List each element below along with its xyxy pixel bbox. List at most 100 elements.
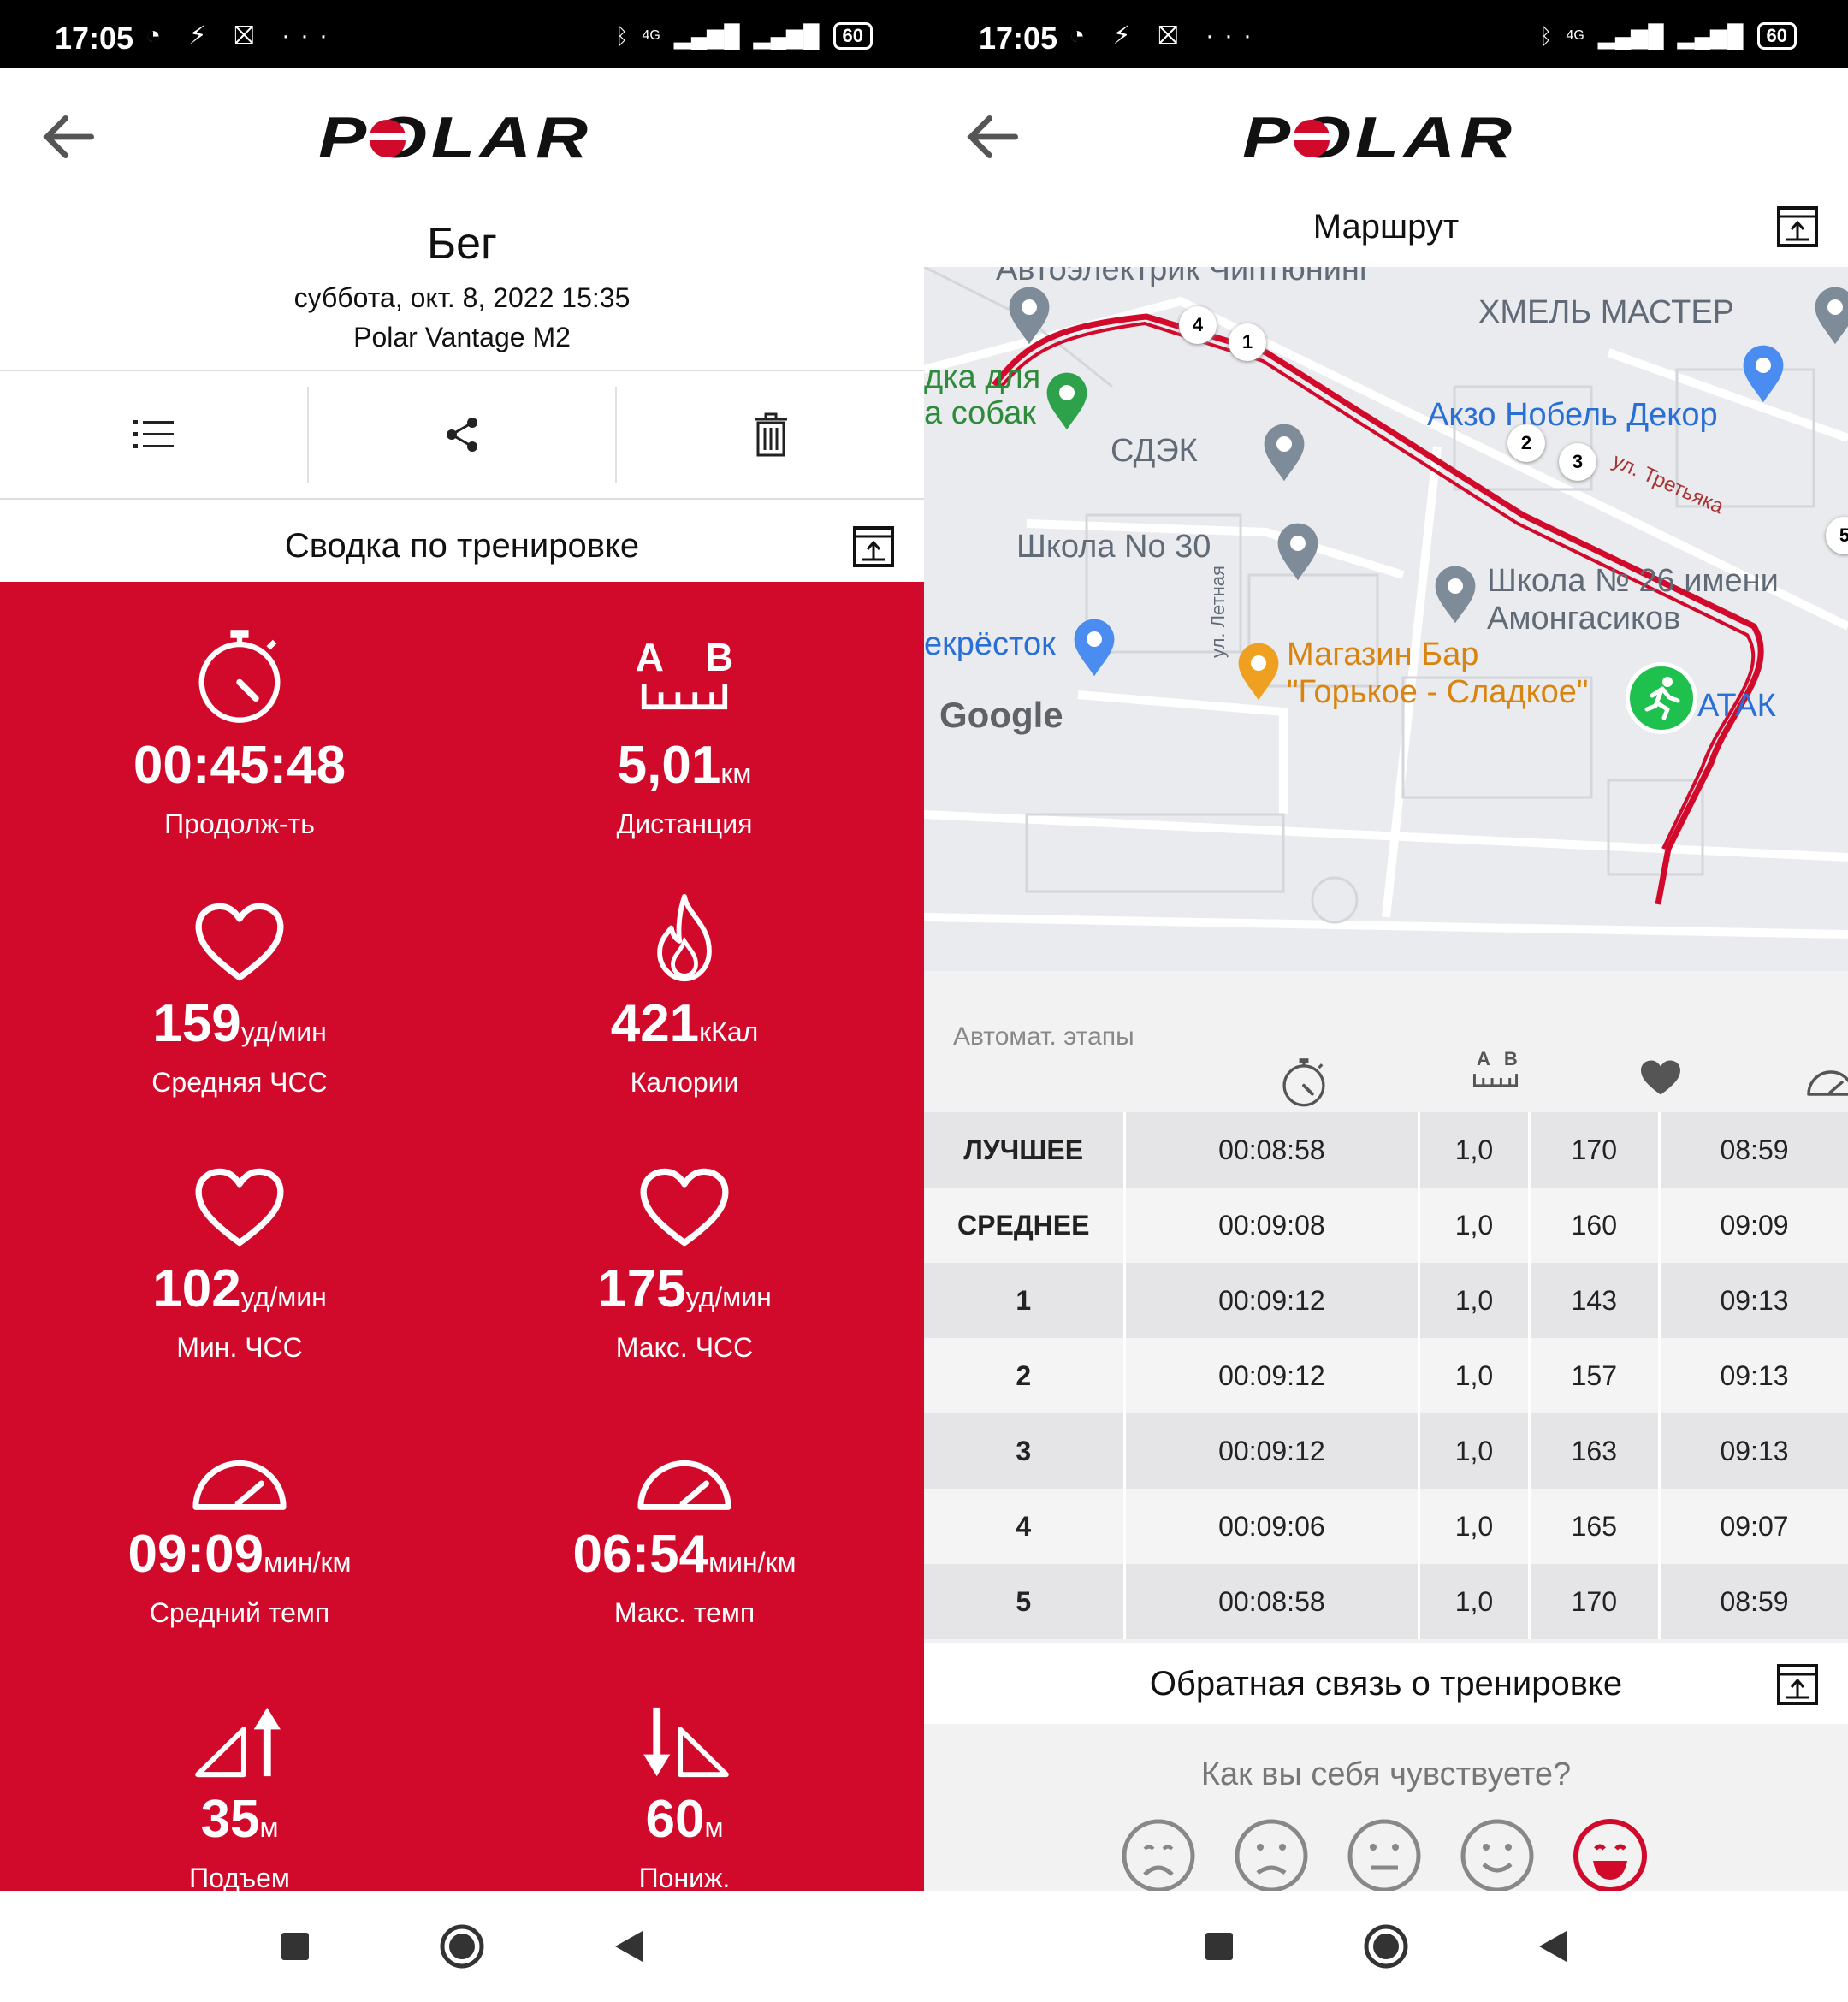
summary-panel: 00:45:48 Продолж-ть AB 5,01км Дистанция … (0, 582, 924, 1894)
stat-avg-pace: 09:09мин/км Средний темп (9, 1429, 471, 1629)
stat-value: 09:09мин/км (9, 1523, 471, 1594)
collapse-icon[interactable] (852, 525, 895, 568)
system-nav-bar (0, 1891, 924, 2002)
stat-label: Макс. темп (613, 1597, 755, 1628)
stat-distance: AB 5,01км Дистанция (453, 623, 915, 840)
collapse-icon[interactable] (1776, 1663, 1819, 1706)
happy-face-icon[interactable] (1460, 1818, 1535, 1893)
back-triangle-icon[interactable] (613, 1929, 644, 1964)
laps-title: Автомат. этапы (953, 1022, 1134, 1051)
stat-unit: м (259, 1812, 279, 1843)
back-arrow-icon[interactable] (958, 103, 1027, 171)
shopping-pin-icon[interactable] (1740, 342, 1786, 404)
map-pin-icon[interactable] (1261, 421, 1307, 483)
ruler-icon (1472, 1070, 1519, 1089)
details-button[interactable] (0, 387, 309, 483)
back-triangle-icon[interactable] (1537, 1929, 1568, 1964)
speedometer-icon (634, 1446, 735, 1514)
laps-panel: Автомат. этапы AB ЛУЧШЕЕ 00:08:58 1,0 170 08… (924, 971, 1848, 1643)
status-right: ᛒ 4G ▂▄▆█ ▂▄▆█ 60 (615, 22, 873, 50)
polar-logo: POLAR (1242, 108, 1513, 168)
stat-unit: мин/км (264, 1547, 352, 1578)
start-runner-icon[interactable] (1626, 662, 1697, 734)
laps-header-icons: AB (924, 1048, 1848, 1142)
km-marker-3[interactable]: 3 (1559, 443, 1596, 481)
stat-descent: 60м Пониж. (453, 1694, 915, 1894)
training-date: суббота, окт. 8, 2022 15:35 (293, 282, 631, 313)
lap-cell-dist: 1,0 (1419, 1413, 1531, 1489)
route-section-header[interactable]: Маршрут (924, 187, 1848, 267)
stat-number: 60 (645, 1790, 705, 1849)
bluetooth-icon: ᛒ (1538, 22, 1553, 49)
school-pin-icon[interactable] (1432, 563, 1478, 625)
stat-avg-hr: 159уд/мин Средняя ЧСС (9, 898, 471, 1099)
distance-ab-icon: AB (636, 636, 774, 678)
route-map[interactable]: Автоэлектрик Чиптюнинг ХМЕЛЬ МАСТЕР дка … (924, 267, 1848, 971)
km-marker-4[interactable]: 4 (1179, 306, 1217, 344)
bluetooth-icon: ᛒ (614, 22, 629, 49)
lap-cell-time: 00:08:58 (1124, 1564, 1421, 1639)
very-sad-face-icon[interactable] (1121, 1818, 1196, 1893)
stat-value: 60м (453, 1788, 915, 1859)
stat-label: Макс. ЧСС (615, 1332, 754, 1363)
collapse-icon[interactable] (1776, 205, 1819, 248)
map-pin-icon[interactable] (1006, 284, 1052, 346)
km-marker-2[interactable]: 2 (1507, 424, 1545, 462)
summary-section-header[interactable]: Сводка по тренировке (0, 505, 924, 587)
stat-label: Мин. ЧСС (176, 1332, 303, 1363)
back-arrow-icon[interactable] (34, 103, 103, 171)
route-section-title: Маршрут (1312, 207, 1460, 246)
lap-row: 2 00:09:12 1,0 157 09:13 (924, 1338, 1848, 1413)
stat-label: Дистанция (616, 808, 753, 839)
signal-icon: ▂▄▆█ (673, 22, 740, 49)
stat-unit: уд/мин (685, 1282, 772, 1312)
stat-calories: 421кКал Калории (453, 898, 915, 1099)
lap-cell-pace: 08:59 (1659, 1112, 1848, 1188)
map-street-label: ул. Летная (1206, 566, 1229, 658)
lap-cell-dist: 1,0 (1419, 1263, 1531, 1338)
neutral-face-icon[interactable] (1347, 1818, 1422, 1893)
status-bar: 17:05 ◔ ⚡ ⛝ ··· ᛒ 4G ▂▄▆█ ▂▄▆█ 60 (0, 0, 924, 68)
km-marker-1[interactable]: 1 (1229, 323, 1266, 361)
stat-unit: кКал (699, 1016, 759, 1047)
lap-row: 3 00:09:12 1,0 163 09:13 (924, 1413, 1848, 1489)
distance-icon-b: B (705, 635, 775, 679)
distance-icon-b: B (1503, 1048, 1531, 1069)
very-happy-face-icon[interactable] (1573, 1818, 1648, 1893)
home-circle-icon[interactable] (439, 1923, 485, 1969)
stat-max-pace: 06:54мин/км Макс. темп (453, 1429, 915, 1629)
grocery-pin-icon[interactable] (1071, 616, 1117, 678)
recents-square-icon[interactable] (280, 1931, 311, 1962)
map-pin-icon[interactable] (1812, 284, 1848, 346)
lap-row: СРЕДНЕЕ 00:09:08 1,0 160 09:09 (924, 1188, 1848, 1263)
home-circle-icon[interactable] (1363, 1923, 1409, 1969)
recents-square-icon[interactable] (1204, 1931, 1235, 1962)
stat-number: 102 (152, 1259, 241, 1318)
sad-face-icon[interactable] (1234, 1818, 1309, 1893)
battery-indicator: 60 (832, 22, 873, 50)
school-pin-icon[interactable] (1275, 520, 1321, 582)
delete-button[interactable] (617, 387, 924, 483)
stat-duration: 00:45:48 Продолж-ть (9, 623, 471, 840)
map-label: а собак (924, 395, 1036, 431)
descent-icon (637, 1704, 732, 1780)
park-pin-icon[interactable] (1044, 370, 1090, 431)
stat-label: Средняя ЧСС (151, 1067, 328, 1098)
share-button[interactable] (309, 387, 618, 483)
stat-value: 421кКал (453, 992, 915, 1063)
ruler-icon (640, 678, 729, 713)
feedback-section-header[interactable]: Обратная связь о тренировке (924, 1643, 1848, 1725)
status-right: ᛒ 4G ▂▄▆█ ▂▄▆█ 60 (1539, 22, 1797, 50)
flame-icon (650, 893, 719, 984)
google-logo: Google (939, 695, 1063, 735)
lap-row: 4 00:09:06 1,0 165 09:07 (924, 1489, 1848, 1564)
feeling-question: Как вы себя чувствуете? (1200, 1756, 1572, 1792)
app-bar: POLAR (924, 68, 1848, 197)
bar-pin-icon[interactable] (1235, 640, 1282, 702)
stat-label: Продолж-ть (164, 808, 315, 839)
lap-cell-label: 5 (924, 1564, 1126, 1639)
distance-ab-icon: AB (1463, 1048, 1528, 1093)
distance-icon-a: A (1477, 1048, 1504, 1069)
stat-min-hr: 102уд/мин Мин. ЧСС (9, 1164, 471, 1364)
lap-cell-hr: 165 (1529, 1489, 1661, 1564)
